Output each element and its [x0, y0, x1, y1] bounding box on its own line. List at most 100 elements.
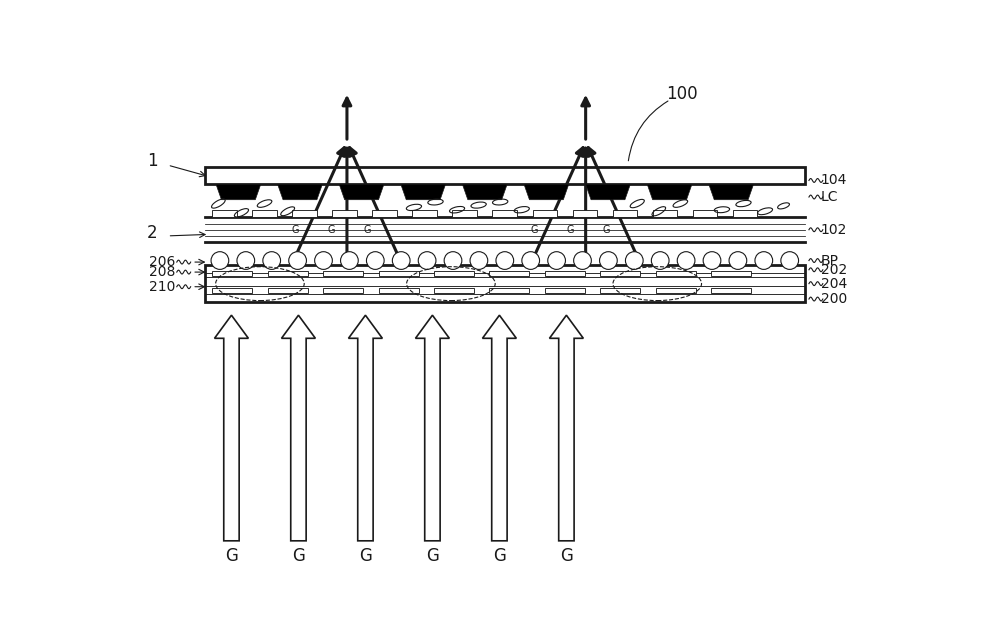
- Bar: [212, 210, 237, 218]
- Circle shape: [444, 252, 462, 269]
- Bar: [733, 210, 757, 218]
- Bar: [693, 210, 717, 218]
- Bar: [653, 210, 677, 218]
- Circle shape: [729, 252, 747, 269]
- Text: G: G: [603, 225, 610, 235]
- Polygon shape: [339, 184, 384, 200]
- Circle shape: [289, 252, 306, 269]
- Bar: [489, 288, 529, 293]
- FancyArrow shape: [348, 315, 382, 541]
- Text: LC: LC: [820, 190, 838, 204]
- Text: 202: 202: [820, 263, 847, 277]
- Bar: [613, 210, 637, 218]
- FancyArrowPatch shape: [628, 101, 668, 161]
- Circle shape: [470, 252, 488, 269]
- Bar: [533, 210, 557, 218]
- Text: 104: 104: [820, 173, 847, 187]
- Bar: [323, 271, 363, 276]
- Circle shape: [315, 252, 332, 269]
- Circle shape: [548, 252, 565, 269]
- Bar: [372, 210, 397, 218]
- Text: G: G: [292, 225, 299, 235]
- Bar: [545, 288, 585, 293]
- Text: 2: 2: [147, 224, 157, 242]
- Bar: [332, 210, 357, 218]
- Text: G: G: [359, 547, 372, 565]
- Bar: [656, 271, 696, 276]
- Text: G: G: [225, 547, 238, 565]
- Bar: [212, 271, 252, 276]
- Text: G: G: [493, 547, 506, 565]
- Bar: [492, 210, 517, 218]
- Polygon shape: [586, 184, 630, 200]
- Bar: [268, 288, 308, 293]
- Text: G: G: [560, 547, 573, 565]
- Bar: [600, 271, 640, 276]
- Text: G: G: [530, 225, 538, 235]
- Text: 1: 1: [147, 152, 157, 170]
- Bar: [252, 210, 277, 218]
- FancyArrow shape: [482, 315, 516, 541]
- Circle shape: [392, 252, 410, 269]
- Polygon shape: [216, 184, 261, 200]
- Text: 210: 210: [149, 279, 175, 294]
- Circle shape: [625, 252, 643, 269]
- Polygon shape: [401, 184, 446, 200]
- Circle shape: [781, 252, 799, 269]
- Text: G: G: [364, 225, 371, 235]
- Text: BP: BP: [820, 254, 838, 267]
- FancyArrow shape: [415, 315, 449, 541]
- Circle shape: [496, 252, 514, 269]
- Bar: [434, 271, 474, 276]
- Polygon shape: [709, 184, 754, 200]
- Circle shape: [211, 252, 229, 269]
- Polygon shape: [278, 184, 322, 200]
- Circle shape: [522, 252, 540, 269]
- Text: 204: 204: [820, 277, 847, 290]
- Polygon shape: [462, 184, 507, 200]
- Bar: [323, 288, 363, 293]
- Bar: [489, 271, 529, 276]
- Bar: [212, 288, 252, 293]
- Text: G: G: [328, 225, 335, 235]
- Text: 206: 206: [149, 255, 175, 269]
- Circle shape: [237, 252, 255, 269]
- Bar: [545, 271, 585, 276]
- Circle shape: [574, 252, 591, 269]
- FancyArrow shape: [282, 315, 315, 541]
- Polygon shape: [647, 184, 692, 200]
- Bar: [292, 210, 317, 218]
- Bar: [573, 210, 597, 218]
- Circle shape: [703, 252, 721, 269]
- Circle shape: [677, 252, 695, 269]
- FancyArrow shape: [215, 315, 248, 541]
- Bar: [452, 210, 477, 218]
- Bar: [205, 265, 805, 302]
- Text: G: G: [292, 547, 305, 565]
- Bar: [205, 167, 805, 184]
- Circle shape: [651, 252, 669, 269]
- Circle shape: [341, 252, 358, 269]
- Bar: [600, 288, 640, 293]
- Bar: [434, 288, 474, 293]
- Circle shape: [600, 252, 617, 269]
- Text: 200: 200: [820, 292, 847, 306]
- Circle shape: [755, 252, 773, 269]
- Circle shape: [366, 252, 384, 269]
- Text: G: G: [426, 547, 439, 565]
- Bar: [711, 288, 751, 293]
- Bar: [656, 288, 696, 293]
- Bar: [379, 288, 419, 293]
- FancyArrow shape: [549, 315, 583, 541]
- Circle shape: [418, 252, 436, 269]
- Text: 208: 208: [149, 265, 175, 279]
- Bar: [268, 271, 308, 276]
- Bar: [379, 271, 419, 276]
- Text: 102: 102: [820, 223, 847, 237]
- Text: G: G: [566, 225, 574, 235]
- Bar: [711, 271, 751, 276]
- Bar: [412, 210, 437, 218]
- Polygon shape: [524, 184, 569, 200]
- Circle shape: [263, 252, 281, 269]
- Text: 100: 100: [666, 85, 698, 103]
